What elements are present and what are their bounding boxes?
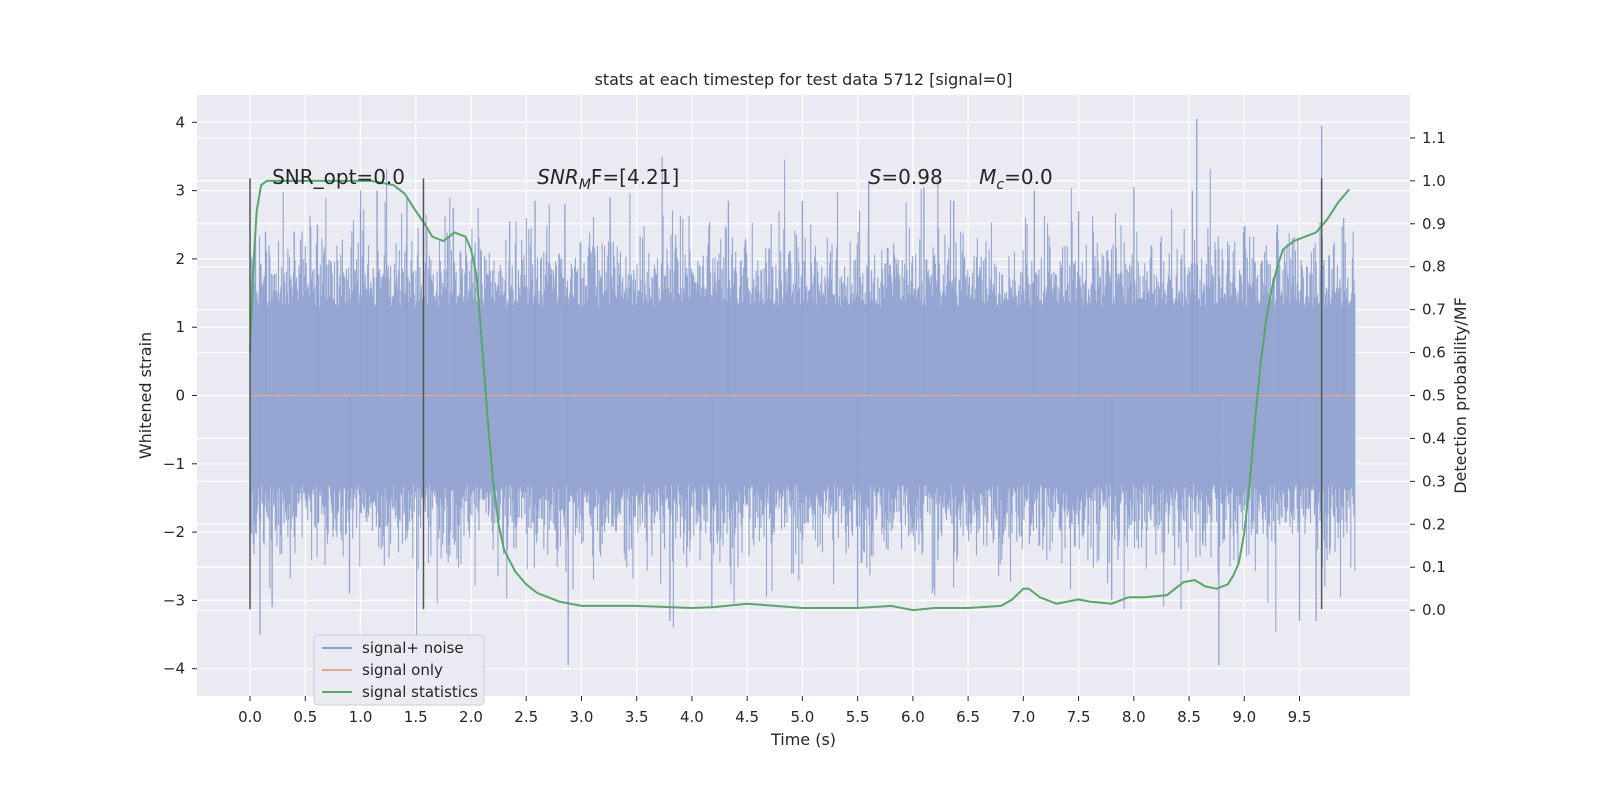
y2-tick-label: 0.0 [1422,601,1446,619]
mc-annotation: Mc=0.0 [979,165,1053,193]
x-tick-label: 1.0 [349,708,373,726]
x-tick-label: 0.5 [293,708,317,726]
y2-tick-label: 0.1 [1422,558,1446,576]
annot-main: S [869,165,882,189]
annot-subscript: M [579,177,591,193]
y2-tick-label: 0.9 [1422,215,1446,233]
y-tick-label: 4 [175,113,185,131]
x-tick-label: 3.0 [570,708,594,726]
snr-mf-annotation: SNRMF=[4.21] [537,165,679,193]
x-tick-label: 9.0 [1232,708,1256,726]
y-tick-label: 3 [175,182,185,200]
x-tick-label: 8.0 [1122,708,1146,726]
x-axis-label: Time (s) [770,730,836,749]
y2-tick-label: 0.6 [1422,344,1446,362]
y2-tick-label: 0.8 [1422,258,1446,276]
vertical-markers [249,178,1323,610]
y-tick-label: 2 [175,250,185,268]
annot-subscript: c [996,177,1004,193]
x-tick-label: 4.0 [680,708,704,726]
y2-tick-label: 0.4 [1422,429,1446,447]
x-tick-label: 9.5 [1288,708,1312,726]
y2-tick-label: 0.7 [1422,301,1446,319]
y-tick-label: 1 [175,318,185,336]
x-tick-label: 6.5 [956,708,980,726]
y2-tick-label: 1.0 [1422,172,1446,190]
y-axis-label: Whitened strain [136,332,155,459]
snr-opt-annotation: SNR_opt=0.0 [272,165,405,189]
x-tick-label: 4.5 [735,708,759,726]
annot-suffix: =0.0 [1004,165,1053,189]
x-tick-label: 7.5 [1067,708,1091,726]
y-tick-label: −2 [163,523,185,541]
y-tick-label: −3 [163,591,185,609]
y2-tick-label: 0.3 [1422,472,1446,490]
x-tick-label: 2.5 [514,708,538,726]
annot-suffix: F=[4.21] [591,165,679,189]
x-tick-label: 0.0 [238,708,262,726]
legend-box [313,634,485,706]
annot-main: M [979,165,996,189]
x-tick-label: 7.0 [1011,708,1035,726]
x-tick-label: 2.0 [459,708,483,726]
axes: 0.0 0.5 1.0 1.5 2.0 2.5 3.0 3.5 4.0 4.5 5.0 5.5 6.0 6… [163,113,1446,726]
y-tick-label: 0 [175,387,185,405]
legend-label: signal statistics [362,683,478,701]
x-tick-label: 1.5 [404,708,428,726]
y2-tick-label: 0.5 [1422,387,1446,405]
legend-label: signal+ noise [362,639,464,657]
y2-tick-label: 0.2 [1422,515,1446,533]
annotations: SNR_opt=0.0 SNRMF=[4.21] S=0.98 Mc=0.0 [272,165,1053,193]
y2-axis-label: Detection probability/MF [1451,297,1470,494]
annot-suffix: =0.98 [881,165,942,189]
annot-main: SNR [537,165,579,189]
s-annotation: S=0.98 [869,165,943,189]
chart-title: stats at each timestep for test data 571… [594,70,1012,89]
y-tick-label: −1 [163,455,185,473]
y-tick-label: −4 [163,660,185,678]
noise-series [249,118,1356,682]
y2-tick-label: 1.1 [1422,129,1446,147]
legend-label: signal only [362,661,443,679]
x-tick-label: 6.0 [901,708,925,726]
x-tick-label: 3.5 [625,708,649,726]
legend: signal+ noise signal only signal statistic… [313,634,485,706]
x-tick-label: 5.0 [790,708,814,726]
x-tick-label: 5.5 [846,708,870,726]
x-tick-label: 8.5 [1177,708,1201,726]
